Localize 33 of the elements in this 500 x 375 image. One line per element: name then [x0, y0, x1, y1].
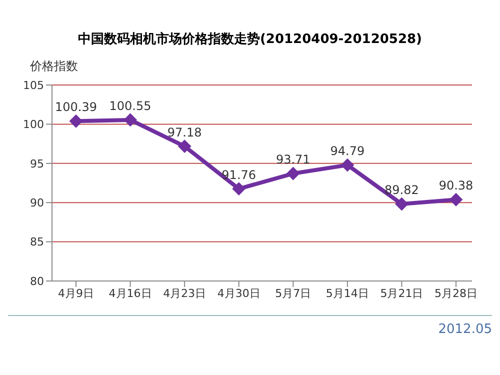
point — [286, 167, 300, 180]
data-label: 94.79 — [330, 144, 365, 158]
point — [232, 182, 246, 196]
data-label: 100.55 — [109, 98, 152, 113]
text: 2012.05 — [437, 322, 492, 337]
data-label: 97.18 — [167, 125, 202, 140]
y-axis-title: 价格指数 — [30, 58, 79, 75]
x-tick-label: 4月23日 — [163, 286, 206, 300]
data-label: 90.38 — [438, 178, 474, 193]
chart-title: 中国数码相机市场价格指数走势(20120409-20120528) — [76, 30, 423, 48]
x-tick-label: 5月7日 — [275, 286, 312, 300]
data-label: 89.82 — [384, 183, 419, 198]
point — [124, 113, 137, 126]
x-tick-label: 5月21日 — [380, 286, 424, 300]
x-tick-label: 5月28日 — [434, 286, 478, 300]
data-label: 100.39 — [55, 100, 97, 114]
y-tick-label: 90 — [30, 196, 44, 210]
x-tick-label: 4月16日 — [108, 286, 152, 300]
x-tick-label: 5月14日 — [326, 286, 369, 300]
y-tick-label: 100 — [23, 118, 44, 132]
x-tick-label: 4月30日 — [217, 286, 260, 300]
y-tick-label: 80 — [30, 274, 44, 288]
point — [395, 198, 408, 211]
y-tick-label: 105 — [23, 78, 44, 92]
point — [70, 114, 82, 128]
point — [340, 158, 354, 172]
x-tick-label: 4月9日 — [58, 286, 94, 300]
point — [178, 140, 192, 153]
data-label: 93.71 — [276, 152, 310, 167]
y-tick-label: 95 — [30, 157, 44, 170]
point — [450, 193, 462, 206]
data-label: 91.76 — [222, 168, 256, 182]
y-tick-label: 85 — [30, 236, 44, 249]
